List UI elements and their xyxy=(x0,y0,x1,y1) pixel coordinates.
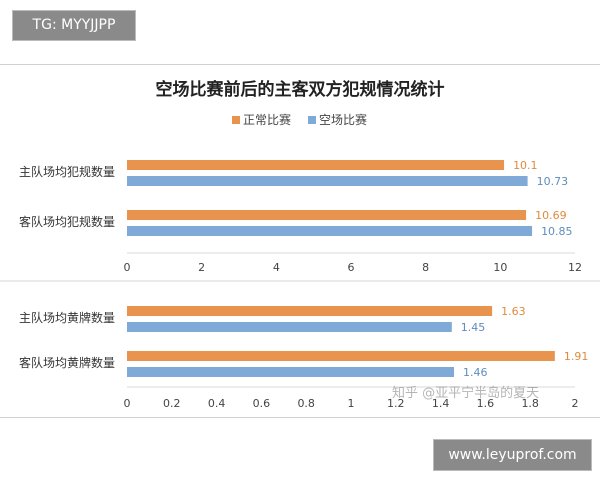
yellow-cards-bar-1-0 xyxy=(127,351,555,361)
fouls-bar-1-1 xyxy=(127,226,533,236)
legend-swatch-1 xyxy=(308,116,316,124)
yellow-cards-data-label-0-1: 1.45 xyxy=(461,321,486,334)
chart-panel: 空场比赛前后的主客双方犯规情况统计 正常比赛 空场比赛 0 2 4 6 8 10 12 主队场均犯规… xyxy=(0,64,600,418)
legend-swatch-0 xyxy=(232,116,240,124)
yellow-cards-bar-0-0 xyxy=(127,306,493,316)
fouls-bar-1-0 xyxy=(127,210,527,220)
channel-tag-badge: TG: MYYJJPP xyxy=(12,10,136,41)
yellow-cards-category-label-0: 主队场均黄牌数量 xyxy=(19,310,115,325)
yellow-cards-tick-label-10: 2 xyxy=(572,397,579,410)
fouls-tick-label-1: 2 xyxy=(198,261,205,274)
fouls-category-label-1: 客队场均犯规数量 xyxy=(19,214,115,229)
yellow-cards-tick-label-6: 1.2 xyxy=(387,397,405,410)
fouls-data-label-1-0: 10.69 xyxy=(535,209,567,222)
fouls-tick-label-3: 6 xyxy=(348,261,355,274)
chart-title: 空场比赛前后的主客双方犯规情况统计 xyxy=(156,79,445,100)
fouls-data-label-0-1: 10.73 xyxy=(537,175,569,188)
fouls-data-label-0-0: 10.1 xyxy=(513,159,538,172)
fouls-tick-label-2: 4 xyxy=(273,261,280,274)
yellow-cards-data-label-1-1: 1.46 xyxy=(463,366,488,379)
fouls-bar-0-0 xyxy=(127,160,505,170)
website-badge: www.leyuprof.com xyxy=(433,439,592,471)
fouls-data-label-1-1: 10.85 xyxy=(541,225,573,238)
fouls-tick-label-6: 12 xyxy=(568,261,582,274)
yellow-cards-tick-label-4: 0.8 xyxy=(297,397,315,410)
fouls-tick-label-5: 10 xyxy=(493,261,507,274)
source-watermark: 知乎 @亚平宁半岛的夏天 xyxy=(392,386,540,401)
yellow-cards-tick-label-2: 0.4 xyxy=(208,397,226,410)
yellow-cards-tick-label-9: 1.8 xyxy=(521,397,539,410)
yellow-cards-data-label-0-0: 1.63 xyxy=(501,305,526,318)
yellow-cards-tick-label-5: 1 xyxy=(348,397,355,410)
yellow-cards-tick-label-1: 0.2 xyxy=(163,397,181,410)
yellow-cards-tick-label-7: 1.4 xyxy=(432,397,450,410)
yellow-cards-bar-1-1 xyxy=(127,367,455,377)
yellow-cards-tick-label-3: 0.6 xyxy=(253,397,271,410)
fouls-category-label-0: 主队场均犯规数量 xyxy=(19,164,115,179)
yellow-cards-tick-label-0: 0 xyxy=(124,397,131,410)
legend-item-1: 空场比赛 xyxy=(319,112,367,127)
fouls-tick-label-4: 8 xyxy=(422,261,429,274)
fouls-bar-0-1 xyxy=(127,176,528,186)
fouls-tick-label-0: 0 xyxy=(124,261,131,274)
yellow-cards-tick-label-8: 1.6 xyxy=(477,397,495,410)
legend-item-0: 正常比赛 xyxy=(243,112,291,127)
yellow-cards-category-label-1: 客队场均黄牌数量 xyxy=(19,355,115,370)
yellow-cards-bar-0-1 xyxy=(127,322,452,332)
yellow-cards-data-label-1-0: 1.91 xyxy=(564,350,589,363)
